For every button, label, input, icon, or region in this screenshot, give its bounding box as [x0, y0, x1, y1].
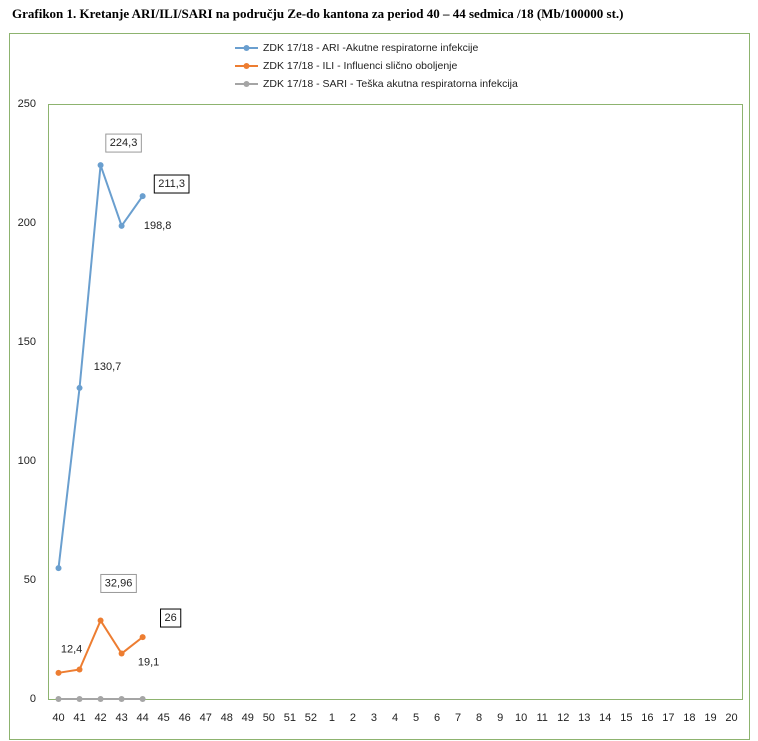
x-tick-label: 12: [557, 712, 569, 724]
data-label-box: [160, 608, 182, 628]
x-tick-label: 1: [329, 712, 335, 724]
data-label: 198,8: [144, 220, 172, 232]
legend-marker: [243, 81, 250, 87]
data-label: 19,1: [138, 656, 159, 668]
x-tick-label: 11: [537, 712, 548, 724]
x-tick-label: 52: [305, 712, 317, 724]
x-tick-label: 49: [242, 712, 254, 724]
data-point: [55, 669, 62, 676]
x-tick-label: 40: [52, 712, 64, 724]
x-tick-label: 9: [497, 712, 503, 724]
data-point: [139, 193, 146, 200]
x-tick-label: 16: [641, 712, 653, 724]
legend-label: ZDK 17/18 - ARI -Akutne respiratorne inf…: [263, 42, 479, 54]
data-point: [97, 617, 104, 624]
legend-marker: [243, 45, 250, 51]
data-point: [76, 666, 83, 673]
y-tick-label: 50: [24, 574, 36, 586]
x-tick-label: 15: [620, 712, 632, 724]
plot-border: [48, 104, 743, 700]
data-label: 32,96: [105, 577, 133, 589]
x-tick-label: 19: [704, 712, 716, 724]
x-tick-label: 5: [413, 712, 419, 724]
y-tick-label: 100: [18, 455, 36, 467]
x-tick-label: 18: [683, 712, 695, 724]
y-tick-label: 150: [18, 336, 36, 348]
x-tick-label: 43: [115, 712, 127, 724]
data-point: [118, 696, 125, 702]
data-label-box: [105, 133, 142, 153]
x-tick-label: 8: [476, 712, 482, 724]
x-tick-label: 17: [662, 712, 674, 724]
data-label-box: [153, 174, 190, 194]
data-point: [55, 565, 62, 572]
x-tick-label: 3: [371, 712, 377, 724]
data-point: [76, 384, 83, 391]
x-tick-label: 44: [137, 712, 149, 724]
data-label: 224,3: [110, 137, 138, 149]
data-label-box: [100, 573, 137, 593]
x-tick-label: 2: [350, 712, 356, 724]
chart-title: Grafikon 1. Kretanje ARI/ILI/SARI na pod…: [12, 6, 624, 21]
data-point: [97, 696, 104, 702]
legend-label: ZDK 17/18 - ILI - Influenci slično obolj…: [263, 60, 458, 72]
x-tick-label: 4: [392, 712, 398, 724]
y-tick-label: 250: [18, 98, 36, 110]
legend-label: ZDK 17/18 - SARI - Teška akutna respirat…: [263, 78, 518, 90]
legend-marker: [243, 63, 250, 69]
data-point: [139, 634, 146, 641]
data-label: 12,4: [61, 643, 82, 655]
x-tick-label: 10: [515, 712, 527, 724]
x-tick-label: 13: [578, 712, 590, 724]
x-tick-label: 20: [725, 712, 737, 724]
chart-border: [9, 33, 750, 740]
data-label: 130,7: [94, 361, 122, 373]
x-tick-label: 48: [221, 712, 233, 724]
data-point: [76, 696, 83, 702]
x-tick-label: 50: [263, 712, 275, 724]
x-tick-label: 45: [158, 712, 170, 724]
data-point: [139, 696, 146, 702]
data-point: [55, 696, 62, 702]
x-tick-label: 14: [599, 712, 611, 724]
x-tick-label: 7: [455, 712, 461, 724]
y-tick-label: 200: [18, 217, 36, 229]
x-tick-label: 42: [94, 712, 106, 724]
x-tick-label: 46: [179, 712, 191, 724]
x-tick-label: 51: [284, 712, 296, 724]
data-label: 211,3: [158, 178, 185, 190]
y-tick-label: 0: [30, 693, 36, 705]
data-point: [118, 650, 125, 657]
x-tick-label: 41: [73, 712, 85, 724]
data-point: [118, 222, 125, 229]
x-tick-label: 47: [200, 712, 212, 724]
data-label: 26: [165, 612, 177, 624]
data-point: [97, 162, 104, 169]
x-tick-label: 6: [434, 712, 440, 724]
